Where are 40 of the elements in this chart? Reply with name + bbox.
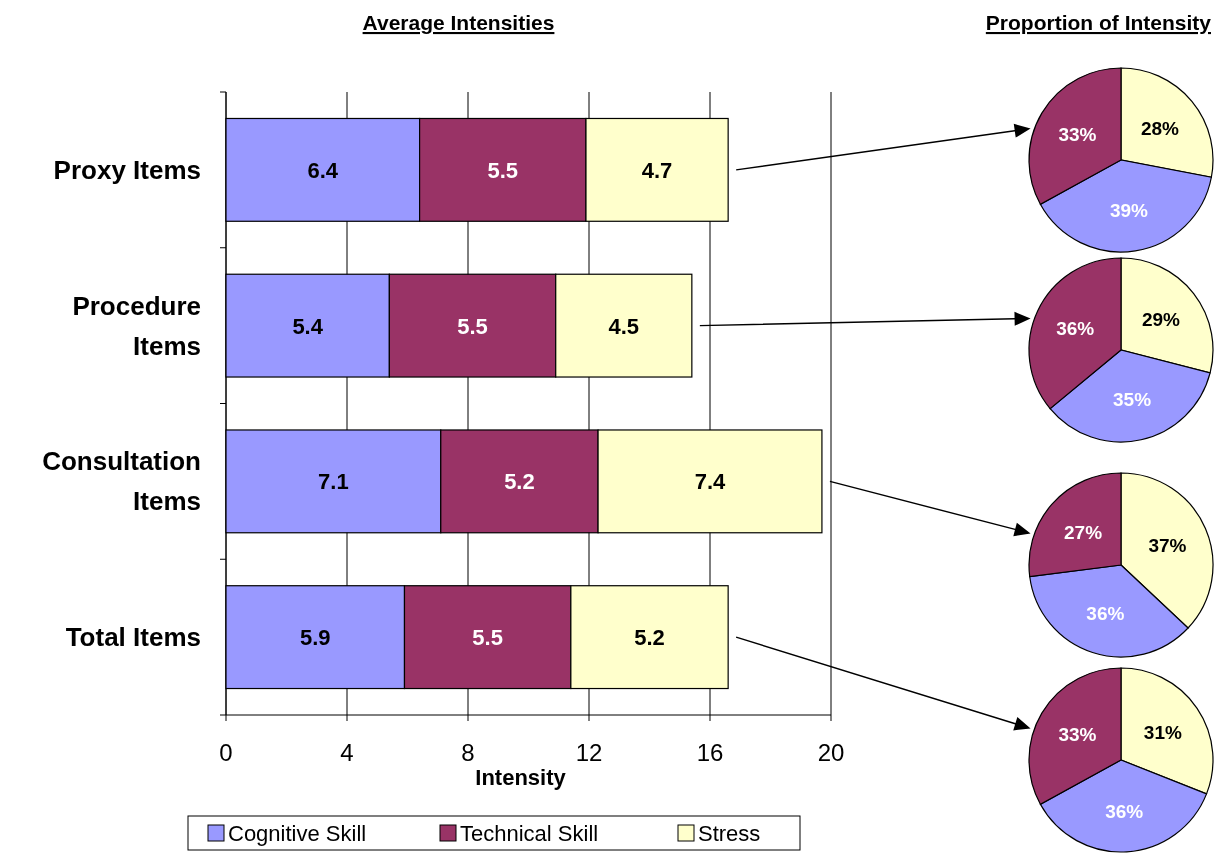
x-tick-label: 4 — [340, 739, 354, 766]
data-label: 33% — [1058, 124, 1097, 146]
data-label: 5.2 — [504, 469, 535, 495]
x-tick-label: 12 — [575, 739, 603, 766]
y-tick-label: Total Items — [65, 622, 201, 653]
data-label: 5.5 — [457, 313, 488, 339]
x-tick-label: 20 — [817, 739, 845, 766]
x-tick-label: 0 — [219, 739, 233, 766]
data-label: 31% — [1143, 721, 1182, 743]
data-label: 37% — [1148, 534, 1187, 556]
data-label: 5.9 — [299, 625, 331, 651]
y-tick-label: Proxy Items — [53, 154, 201, 185]
data-label: 7.4 — [694, 469, 727, 495]
data-label: 33% — [1058, 724, 1097, 746]
data-label: 5.2 — [634, 625, 665, 651]
data-label: 36% — [1105, 800, 1144, 822]
data-label: 29% — [1141, 308, 1181, 330]
data-label: 36% — [1056, 318, 1095, 340]
chart-title: Average Intensities — [362, 11, 555, 34]
data-label: 6.4 — [307, 157, 339, 183]
data-label: 39% — [1109, 199, 1149, 221]
data-label: 36% — [1086, 603, 1125, 625]
data-label: 28% — [1140, 117, 1180, 139]
y-tick-label: Procedure Items — [72, 290, 201, 361]
x-tick-label: 16 — [696, 739, 724, 766]
data-label: 5.5 — [472, 625, 503, 651]
data-label: 35% — [1113, 389, 1152, 411]
data-label: 5.5 — [487, 157, 519, 183]
x-axis-title: Intensity — [475, 765, 567, 790]
legend-label: Stress — [698, 821, 761, 846]
data-label: 4.5 — [608, 313, 640, 339]
data-label: 5.4 — [292, 313, 324, 339]
y-tick-label: Consultation Items — [42, 446, 201, 517]
data-label: 7.1 — [318, 469, 349, 495]
x-tick-label: 8 — [461, 739, 475, 766]
data-label: 27% — [1064, 521, 1103, 543]
chart-title: Proportion of Intensity — [985, 11, 1212, 34]
legend-label: Cognitive Skill — [228, 821, 367, 846]
legend-label: Technical Skill — [460, 821, 599, 846]
data-label: 4.7 — [641, 157, 673, 183]
